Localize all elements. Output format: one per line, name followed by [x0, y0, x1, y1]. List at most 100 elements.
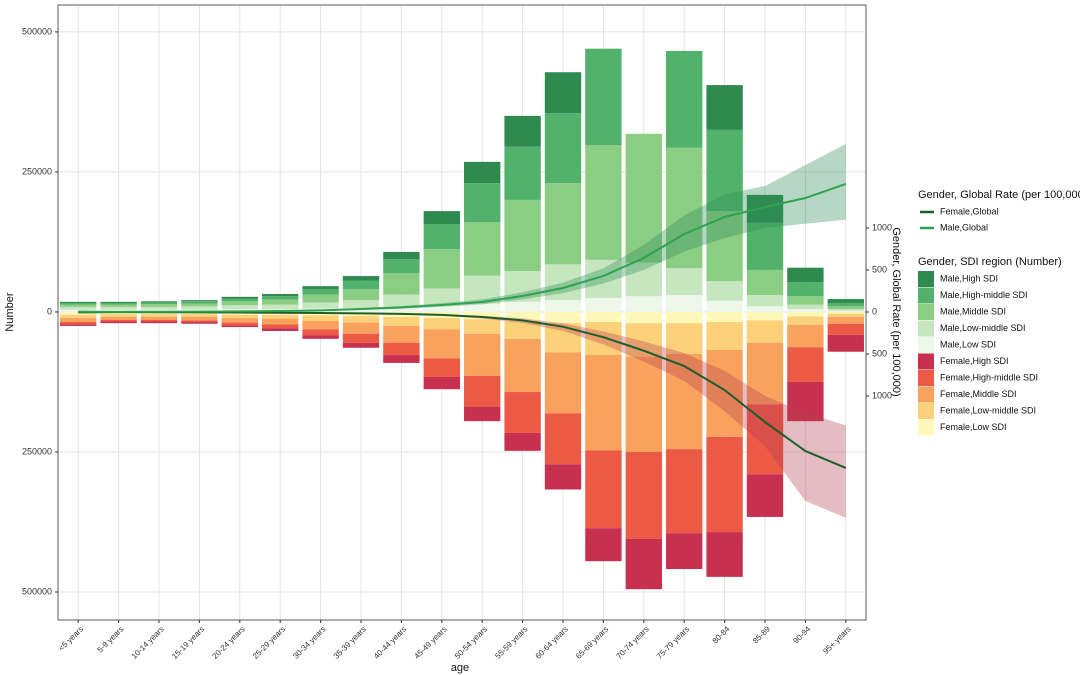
bar-segment [140, 321, 178, 324]
legend-label: Female,Global [940, 206, 999, 216]
legend-title: Gender, Global Rate (per 100,000) [918, 189, 1080, 201]
bar-segment [181, 303, 218, 307]
x-tick-label: 20-24 years [210, 625, 246, 661]
bar-segment [262, 314, 299, 319]
bar-segment [60, 311, 97, 315]
x-tick-label: 25-29 years [251, 625, 287, 661]
bar-segment [585, 297, 622, 312]
x-tick-label: 95+ years [821, 625, 852, 656]
bar-segment [464, 183, 501, 223]
bar-segment [221, 318, 258, 323]
bar-segment [262, 324, 299, 329]
bar-segment [423, 318, 460, 330]
bar-segment [706, 85, 743, 130]
y-tick-label: 500000 [22, 26, 52, 36]
bar-segment [746, 404, 784, 475]
bar-segment [302, 320, 339, 330]
legend-label: Male,High SDI [940, 273, 998, 283]
bar-segment [464, 406, 501, 422]
x-tick-label: 60-64 years [534, 625, 570, 661]
bar-segment [181, 300, 218, 302]
bar-segment [221, 305, 258, 310]
bar-segment [544, 72, 582, 114]
bar-segment [706, 311, 743, 323]
bar-segment [302, 294, 339, 303]
bar-segment [666, 268, 703, 296]
x-tick-label: 75-79 years [655, 625, 691, 661]
bar-segment [181, 314, 218, 317]
bar-segment [383, 252, 420, 260]
bar-segment [464, 311, 501, 320]
bar-segment [423, 329, 460, 359]
bar-segment [504, 432, 541, 451]
x-tick-label: 70-74 years [614, 625, 650, 661]
y-tick-label: 250000 [22, 446, 52, 456]
bar-segment [827, 309, 864, 311]
bar-segment [262, 296, 299, 300]
bar-segment [140, 319, 178, 322]
bar-segment [302, 335, 339, 339]
bar-segment [60, 322, 97, 325]
bar-segment [827, 334, 864, 352]
bar-segment [827, 316, 864, 324]
y2-tick-label: 0 [872, 306, 877, 316]
bar-segment [625, 133, 662, 263]
x-tick-label: 40-44 years [372, 625, 408, 661]
bar-segment [544, 311, 582, 324]
legend-swatch [918, 320, 934, 337]
bar-segment [464, 222, 501, 276]
bar-segment [544, 413, 582, 465]
bar-segment [746, 306, 784, 312]
bar-segment [383, 273, 420, 295]
legend-label: Female,Low SDI [940, 422, 1007, 432]
bar-segment [544, 113, 582, 184]
bar-segment [504, 311, 541, 321]
bar-segment [221, 314, 258, 319]
bar-segment [262, 328, 299, 331]
bar-segment [423, 376, 460, 390]
bar-segment [706, 532, 743, 577]
bar-segment [706, 322, 743, 351]
bar-segment [666, 353, 703, 450]
bar-segment [585, 322, 622, 356]
bar-segment [746, 311, 784, 321]
bar-segment [746, 269, 784, 296]
bar-segment [423, 224, 460, 250]
bar-segment [342, 333, 380, 343]
bar-segment [666, 449, 703, 534]
bar-segment [342, 288, 380, 301]
legend-swatch [918, 386, 934, 403]
legend-label: Female,High SDI [940, 356, 1009, 366]
bar-segment [827, 310, 864, 312]
x-tick-label: 10-14 years [130, 625, 166, 661]
bar-segment [746, 342, 784, 405]
bar-segment [221, 325, 258, 328]
y-tick-label: 250000 [22, 166, 52, 176]
bar-segment [544, 352, 582, 414]
bar-segment [221, 298, 258, 302]
bar-segment [827, 323, 864, 335]
bar-segment [827, 313, 864, 317]
bar-segment [827, 306, 864, 310]
y2-tick-label: 500 [872, 348, 887, 358]
legend-label: Female,Middle SDI [940, 389, 1017, 399]
bar-segment [383, 342, 420, 356]
legend-label: Female,Low-middle SDI [940, 405, 1036, 415]
legend-label: Male,Low SDI [940, 339, 996, 349]
bar-segment [383, 325, 420, 343]
bar-segment [827, 302, 864, 307]
bar-segment [140, 304, 178, 307]
bar-segment [787, 347, 824, 382]
x-tick-label: 80-84 [711, 624, 732, 645]
bar-segment [342, 280, 380, 289]
confidence-band [78, 144, 846, 312]
bar-segment [504, 338, 541, 393]
bar-segment [60, 324, 97, 326]
bar-segment [100, 301, 137, 303]
bar-segment [423, 211, 460, 225]
bar-segment [262, 304, 299, 310]
bar-segment [585, 145, 622, 260]
bar-segment [787, 282, 824, 297]
bar-segment [464, 375, 501, 407]
bar-segment [383, 316, 420, 326]
